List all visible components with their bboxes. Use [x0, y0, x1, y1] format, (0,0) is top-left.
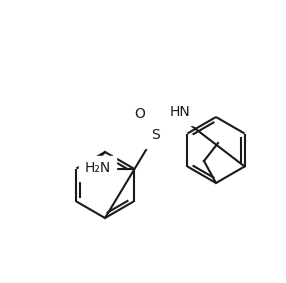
- Text: O: O: [166, 109, 177, 123]
- Text: O: O: [134, 107, 146, 121]
- Text: S: S: [151, 128, 159, 142]
- Text: HN: HN: [170, 105, 190, 119]
- Text: H₂N: H₂N: [84, 162, 111, 175]
